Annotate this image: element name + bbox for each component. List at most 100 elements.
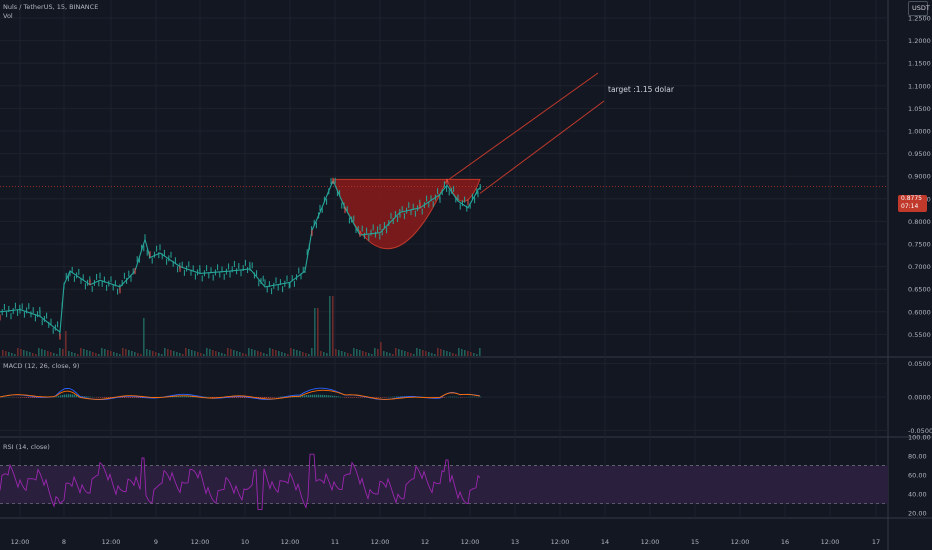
price-line (0, 179, 482, 334)
volume-bar (122, 348, 124, 356)
macd-histogram-bar (346, 397, 348, 398)
bar-countdown: 07:14 (901, 203, 919, 210)
x-tick-label: 15 (691, 538, 699, 546)
macd-panel (0, 387, 482, 401)
macd-histogram-bar (60, 395, 62, 398)
volume-bar (32, 353, 34, 356)
volume-bar (101, 348, 103, 356)
x-tick-label: 12:00 (551, 538, 570, 546)
macd-histogram-bar (246, 397, 248, 399)
volume-bar (80, 348, 82, 356)
target-channel (448, 72, 605, 194)
volume-bar (362, 351, 364, 356)
volume-bar (299, 351, 301, 356)
channel-upper (448, 72, 599, 180)
macd-histogram-bar (380, 397, 382, 398)
volume-bar (293, 349, 295, 356)
volume-bar (290, 348, 292, 356)
volume-bar (284, 353, 286, 356)
macd-histogram-bar (344, 397, 346, 398)
volume-bar (56, 354, 58, 356)
macd-histogram-bar (62, 394, 64, 398)
macd-histogram-bar (70, 394, 72, 398)
macd-histogram-bar (480, 396, 482, 398)
macd-histogram-bar (452, 396, 454, 398)
macd-histogram-bar (472, 396, 474, 398)
macd-histogram-bar (242, 397, 244, 398)
macd-histogram-bar (98, 397, 100, 398)
volume-bar (218, 352, 220, 356)
volume-bar (320, 351, 322, 356)
macd-histogram-bar (262, 397, 264, 399)
volume-bar (167, 349, 169, 356)
macd-histogram-bar (138, 397, 140, 399)
volume-bar (248, 348, 250, 356)
volume-bar (146, 349, 148, 356)
x-tick-label: 10 (241, 538, 249, 546)
volume-bar (398, 349, 400, 356)
y-tick-label: 1.2500 (908, 15, 931, 23)
volume-bar (452, 353, 454, 356)
macd-histogram-bar (186, 395, 188, 398)
volume-bar (2, 350, 4, 356)
currency-button[interactable] (908, 1, 928, 16)
macd-histogram-bar (232, 397, 234, 398)
volume-bar (113, 352, 115, 356)
macd-histogram-bar (266, 397, 268, 398)
macd-histogram-bar (348, 397, 350, 398)
rsi-line (0, 453, 481, 510)
channel-lower (479, 100, 605, 194)
volume-bar (380, 342, 382, 356)
volume-bar (353, 348, 355, 356)
volume-bar (23, 350, 25, 356)
macd-histogram-bar (122, 397, 124, 398)
macd-histogram-bar (124, 397, 126, 398)
volume-bar (383, 351, 385, 356)
x-tick-label: 9 (154, 538, 158, 546)
macd-histogram-bar (332, 395, 334, 398)
macd-histogram-bar (314, 394, 316, 398)
volume-bar (311, 348, 313, 356)
volume-bar (449, 352, 451, 356)
macd-histogram-bar (334, 395, 336, 398)
volume-bar (185, 348, 187, 356)
macd-histogram-bar (396, 396, 398, 398)
volume-bar (476, 354, 478, 356)
x-tick-label: 12:00 (821, 538, 840, 546)
volume-bar (227, 348, 229, 356)
volume-bar (140, 354, 142, 356)
y-tick-label: 0.9500 (908, 150, 931, 158)
y-tick-label: 0.5500 (908, 331, 931, 339)
y-tick-label: 0.7000 (908, 263, 931, 271)
macd-histogram-bar (338, 396, 340, 398)
macd-histogram-bar (184, 395, 186, 398)
x-tick-label: 12:00 (11, 538, 30, 546)
macd-histogram-bar (372, 397, 374, 398)
macd-histogram-bar (354, 397, 356, 398)
x-tick-label: 12 (421, 538, 429, 546)
y-tick-label: 1.0000 (908, 128, 931, 136)
y-tick-label: 60.00 (908, 472, 927, 480)
macd-histogram-bar (352, 397, 354, 398)
macd-histogram-bar (304, 395, 306, 398)
volume-bar (26, 351, 28, 356)
x-tick-label: 11 (331, 538, 339, 546)
volume-bar (392, 354, 394, 356)
macd-histogram-bar (362, 397, 364, 398)
volume-bar (254, 350, 256, 356)
x-tick-label: 14 (601, 538, 609, 546)
macd-histogram-bar (30, 397, 32, 398)
y-tick-label: 80.00 (908, 453, 927, 461)
volume-bar (281, 352, 283, 356)
volume-bar (173, 351, 175, 356)
macd-histogram-bar (240, 397, 242, 398)
macd-histogram-bar (136, 397, 138, 398)
macd-histogram-bar (20, 397, 22, 398)
volume-bar (224, 354, 226, 356)
volume-bar (275, 350, 277, 356)
macd-histogram-bar (474, 396, 476, 398)
volume-bar (245, 354, 247, 356)
volume-bar (446, 351, 448, 356)
macd-histogram-bar (120, 397, 122, 398)
